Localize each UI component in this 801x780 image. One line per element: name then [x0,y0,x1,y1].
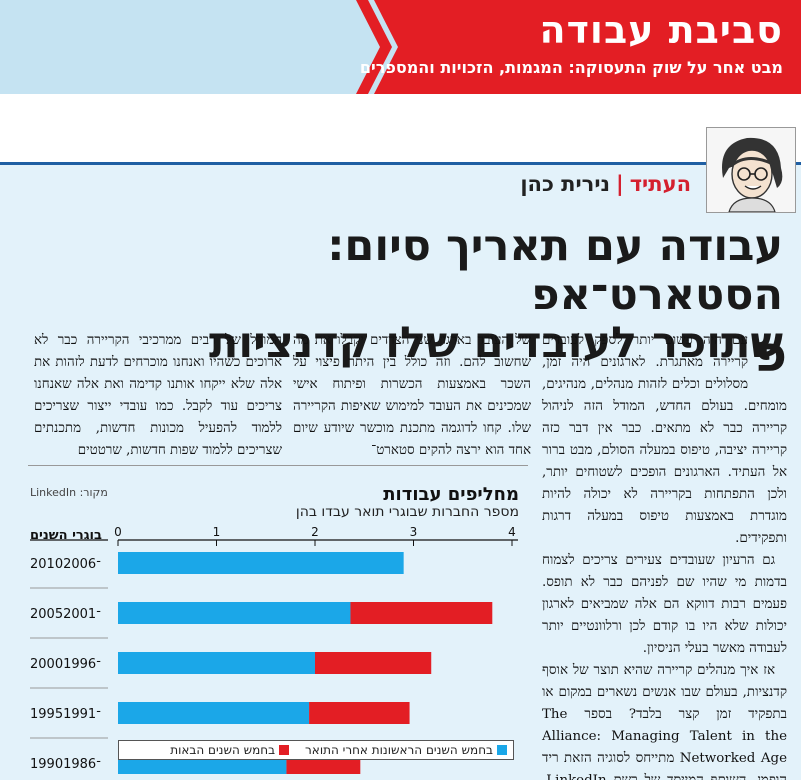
section-header-band: סביבת עבודה מבט אחר על שוק התעסוקה: המגמ… [0,0,801,94]
chart-title: מחליפים עבודות [383,484,519,505]
chart-x-tick-label: 2 [311,525,319,539]
byline-separator: | [616,172,624,196]
author-portrait-illustration [722,137,783,213]
chart-category-label: 2005־2001 [30,607,101,622]
chart-legend: בחמש השנים הראשונות אחרי התואר בחמש השני… [118,740,514,760]
article-paragraph-3: אז איך מנהלים קריירה שהיא תוצר של אוסף ק… [542,663,787,780]
chart-category-label: 1990־1986 [30,757,101,772]
chart-bar-first-five-years [118,652,315,674]
legend-label-second: בחמש השנים הבאות [170,743,276,757]
chart-x-tick-label: 0 [114,525,122,539]
chart-x-tick-label: 1 [213,525,221,539]
chart-bar-next-five-years [309,702,410,724]
article-column-middle: של העובד בארגון שני הצדדים יקבלו את מה ש… [293,330,531,456]
article-headline: עבודה עם תאריך סיום: הסטארט־אפ שתופר לעו… [73,222,783,368]
chart-bar-first-five-years [118,552,404,574]
legend-label-first: בחמש השנים הראשונות אחרי התואר [305,743,493,757]
section-title: סביבת עבודה [539,8,783,52]
chart-bar-first-five-years [118,702,310,724]
chart-x-tick-label: 3 [410,525,418,539]
legend-swatch-blue [497,745,507,755]
legend-item-next-five-years: בחמש השנים הבאות [170,743,290,757]
chart-bar-first-five-years [118,602,351,624]
author-portrait [706,127,796,213]
legend-swatch-red [279,745,290,755]
section-subtitle: מבט אחר על שוק התעסוקה: המגמות, הזכויות … [359,58,783,77]
chart-years-header: בוגרי השנים [30,528,102,543]
chart-source: מקור: LinkedIn [30,486,108,499]
headline-line-2: שתופר לעובדים שלו קדנציות [208,318,783,369]
stacked-bar-chart: 0 1 2 3 4 2010־2006 2005־2001 2000־1996 1995־199… [30,525,518,774]
header-chevron-stripe [356,0,392,94]
article-paragraph-2: גם הרעיון שעובדים צעירים צריכים לצמוח בד… [542,553,787,656]
article-panel [0,162,801,780]
article-column-right: פ עם היה פשוט יותר לספק לעובדים קריירה מ… [542,325,787,780]
chart-category-label: 2000־1996 [30,657,101,672]
header-red-band [374,0,801,94]
chart-bar-next-five-years [315,652,432,674]
article-paragraph-left: המודל של רבים ממרכיבי הקריירה כבר לא ארו… [34,333,282,456]
panel-top-rule [0,162,801,165]
chart-subtitle: מספר החברות שבוגרי תואר עבדו בהן [295,504,519,520]
legend-item-first-five-years: בחמש השנים הראשונות אחרי התואר [305,743,507,757]
header-red-chevron-shape [356,0,801,94]
article-dropcap: פ [754,325,787,383]
byline-kicker: העתיד [629,172,691,196]
article-paragraph-mid: של העובד בארגון שני הצדדים יקבלו את מה ש… [293,333,531,456]
chart-category-label: 2010־2006 [30,557,101,572]
article-column-left: המודל של רבים ממרכיבי הקריירה כבר לא ארו… [34,330,282,456]
chart-bar-next-five-years [350,602,493,624]
byline: העתיד|נירית כהן [520,172,691,196]
byline-author: נירית כהן [520,172,611,196]
article-paragraph-1: עם היה פשוט יותר לספק לעובדים קריירה מאת… [542,333,787,546]
chart-divider [28,465,528,466]
headline-line-1: עבודה עם תאריך סיום: הסטארט־אפ [327,221,783,320]
chart-category-label: 1995־1991 [30,707,101,722]
chart-x-tick-label: 4 [508,525,516,539]
